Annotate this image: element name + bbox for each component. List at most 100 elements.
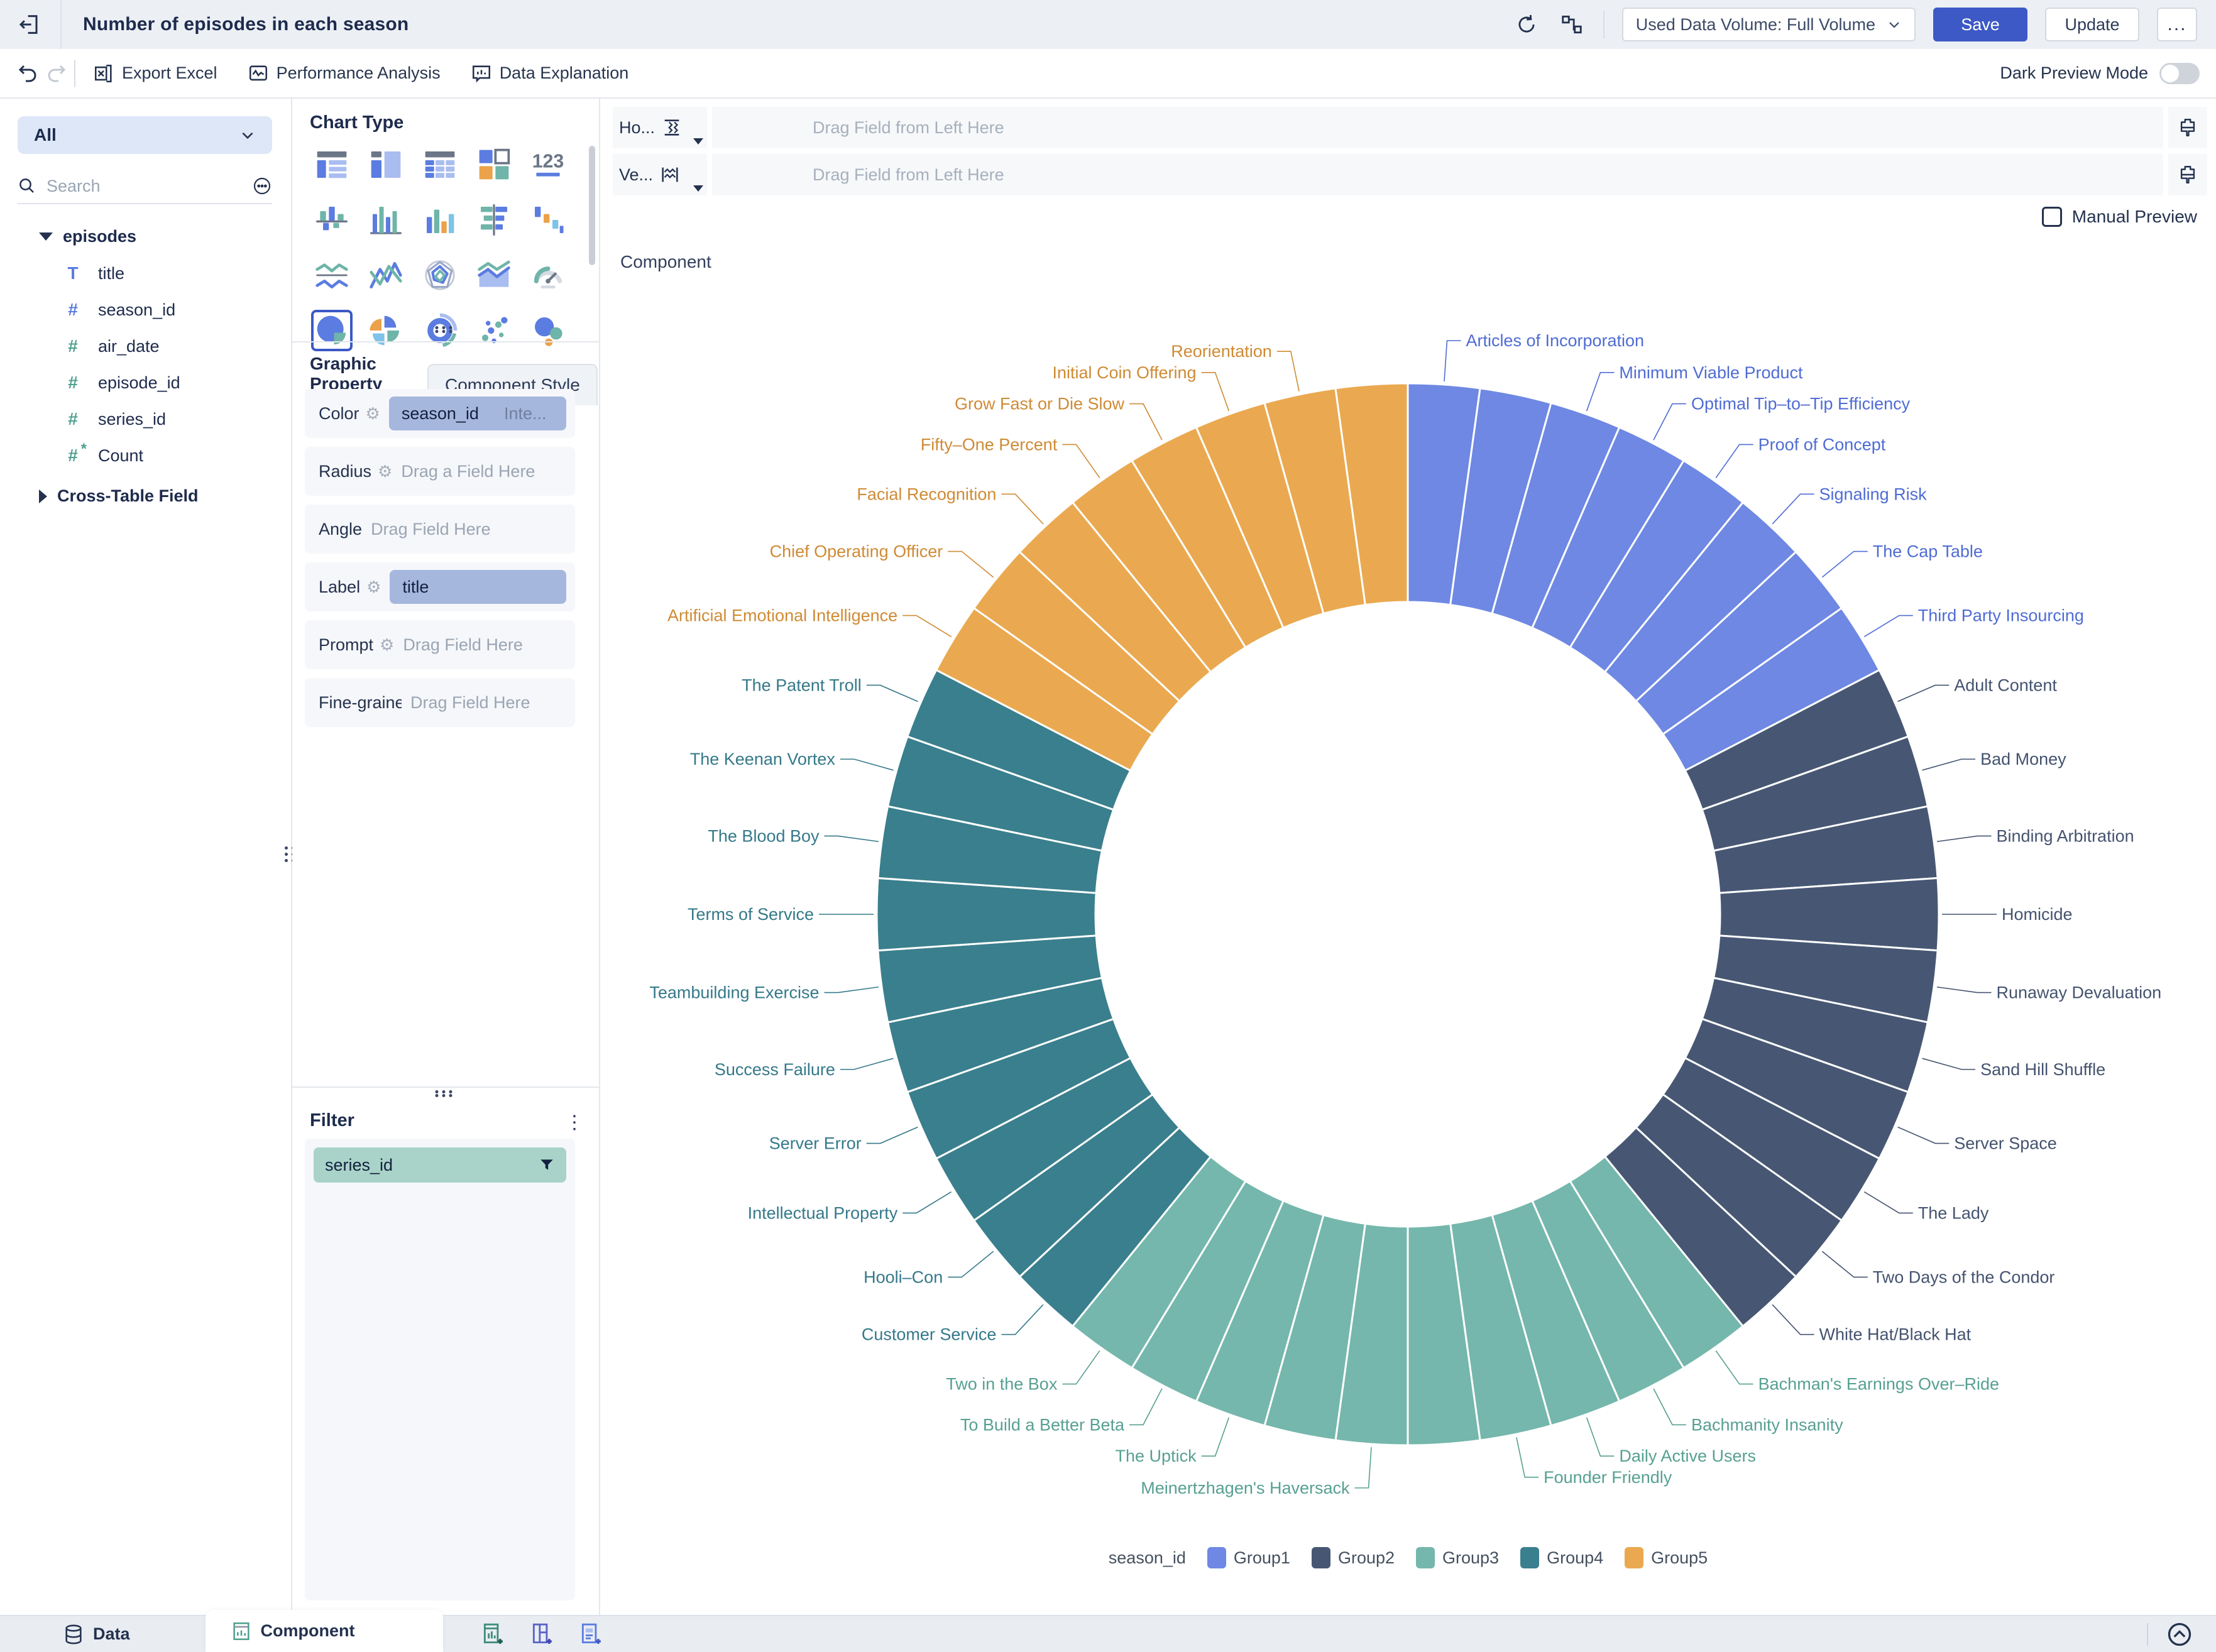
field-item-episode_id[interactable]: # episode_id [0,364,291,401]
chart-type-kpi-card-icon[interactable]: 123 [527,144,569,185]
filter-field-pill[interactable]: series_id [314,1147,566,1183]
shelf-label[interactable]: Ho... [613,107,707,148]
chart-type-column-icon[interactable] [419,199,461,241]
chart-type-waterfall-icon[interactable] [527,199,569,241]
chart-type-radar-icon[interactable] [419,254,461,296]
field-label: episode_id [98,373,180,392]
drop-zone-placeholder[interactable]: Drag Field Here [410,692,530,712]
format-brush-button[interactable] [2168,154,2207,195]
expand-icon [39,489,47,503]
property-label: Color [319,403,359,423]
page-title: Number of episodes in each season [83,14,409,35]
add-report-icon[interactable] [579,1622,603,1646]
field-pill-title[interactable]: title [390,570,566,604]
shelf-label[interactable]: Ve... [613,154,707,195]
chart-type-sharp-line-icon[interactable] [365,254,407,296]
slice-label: Binding Arbitration [1996,826,2134,845]
legend-item-group3[interactable]: Group3 [1416,1547,1499,1568]
field-item-air_date[interactable]: # air_date [0,328,291,364]
horizontal-axis-icon [661,117,683,138]
back-button[interactable] [0,0,62,49]
drop-zone-placeholder[interactable]: Drag Field Here [403,635,523,654]
panel-resize-handle[interactable] [435,1090,456,1098]
field-item-Count[interactable]: # * Count [0,437,291,474]
legend-chip [1207,1547,1226,1568]
chart-canvas-area: Ho... Drag Field from Left Here Ve... Drag … [600,99,2216,1615]
chart-type-stacked-bar-icon[interactable] [473,199,515,241]
field-pill-season_id[interactable]: season_id Inte... [388,397,566,430]
table-scope-select[interactable]: All [18,116,272,154]
chart-type-stacked-column-icon[interactable] [311,199,353,241]
property-label: Radius [319,461,372,481]
data-explanation-button[interactable]: Data Explanation [471,63,628,84]
refresh-icon[interactable] [1513,11,1540,38]
bottom-bar: Data Component [0,1610,2216,1652]
chart-type-quadrant-pie-icon[interactable] [365,310,407,351]
search-input[interactable] [47,176,252,196]
lineage-icon[interactable] [1558,11,1586,38]
label-leader-line [840,758,894,771]
data-volume-select[interactable]: Used Data Volume: Full Volume [1621,8,1916,41]
slice-label: Reorientation [1171,342,1272,361]
dark-preview-label: Dark Preview Mode [2000,63,2148,82]
format-brush-button[interactable] [2168,107,2207,148]
field-item-season_id[interactable]: # season_id [0,292,291,328]
field-item-series_id[interactable]: # series_id [0,401,291,437]
manual-preview-checkbox[interactable] [2041,207,2062,227]
legend-item-group5[interactable]: Group5 [1625,1547,1708,1568]
chart-config-panel: Chart Type 123 Graphic Property Componen… [292,99,600,1615]
chart-type-cross-table-icon[interactable] [419,144,461,185]
export-excel-button[interactable]: Export Excel [93,63,217,84]
tab-data[interactable]: Data [63,1624,130,1645]
label-leader-line [1922,1058,1976,1070]
redo-button[interactable] [45,62,68,85]
label-leader-line [902,615,952,638]
panel-resize-handle[interactable] [435,326,456,334]
filter-menu-icon[interactable]: ⋮ [565,1112,584,1133]
slice-label: Server Space [1954,1134,2057,1153]
chart-type-dashboard-icon[interactable] [473,144,515,185]
chart-type-bubble-icon[interactable] [527,310,569,351]
collapse-panel-icon[interactable] [2166,1621,2193,1648]
manual-preview-label: Manual Preview [2071,207,2197,226]
gear-icon[interactable]: ⚙ [380,635,395,654]
label-leader-line [1715,1350,1753,1385]
drop-zone-placeholder[interactable]: Drag Field Here [371,519,491,539]
performance-analysis-button[interactable]: Performance Analysis [248,63,441,84]
label-leader-line [948,1250,994,1278]
legend-item-group4[interactable]: Group4 [1520,1547,1603,1568]
legend-label: Group4 [1547,1548,1604,1567]
chart-type-scrollbar[interactable] [589,146,595,265]
table-node-episodes[interactable]: episodes [0,218,291,255]
gear-icon[interactable]: ⚙ [366,577,381,596]
slice-label: Bachmanity Insanity [1691,1415,1843,1434]
add-dashboard-icon[interactable] [530,1622,554,1646]
chart-type-area-icon[interactable] [473,254,515,296]
gear-icon[interactable]: ⚙ [365,403,380,423]
tab-component[interactable]: Component [205,1610,443,1652]
chart-type-table-detail-icon[interactable] [365,144,407,185]
gear-icon[interactable]: ⚙ [378,461,393,481]
more-button[interactable]: ... [2157,8,2197,41]
dark-preview-toggle[interactable] [2159,62,2200,84]
svg-text:123: 123 [532,151,564,172]
shelf-drop-zone[interactable]: Drag Field from Left Here [712,154,2163,195]
chart-type-multi-column-icon[interactable] [365,199,407,241]
slice-label: Server Error [769,1134,862,1153]
drop-zone-placeholder[interactable]: Drag a Field Here [401,461,535,481]
chart-type-line-icon[interactable] [311,254,353,296]
donut-slice[interactable] [1334,382,1409,606]
legend-chip [1625,1547,1644,1568]
legend-item-group2[interactable]: Group2 [1311,1547,1395,1568]
add-component-icon[interactable] [481,1622,505,1646]
cross-table-field-node[interactable]: Cross-Table Field [0,478,291,515]
legend-item-group1[interactable]: Group1 [1207,1547,1290,1568]
chart-type-gauge-icon[interactable] [527,254,569,296]
save-button[interactable]: Save [1933,8,2027,41]
update-button[interactable]: Update [2045,8,2139,41]
chart-type-table-grouped-icon[interactable] [311,144,353,185]
undo-button[interactable] [16,62,39,85]
search-options-icon[interactable] [252,176,272,196]
shelf-drop-zone[interactable]: Drag Field from Left Here [712,107,2163,148]
